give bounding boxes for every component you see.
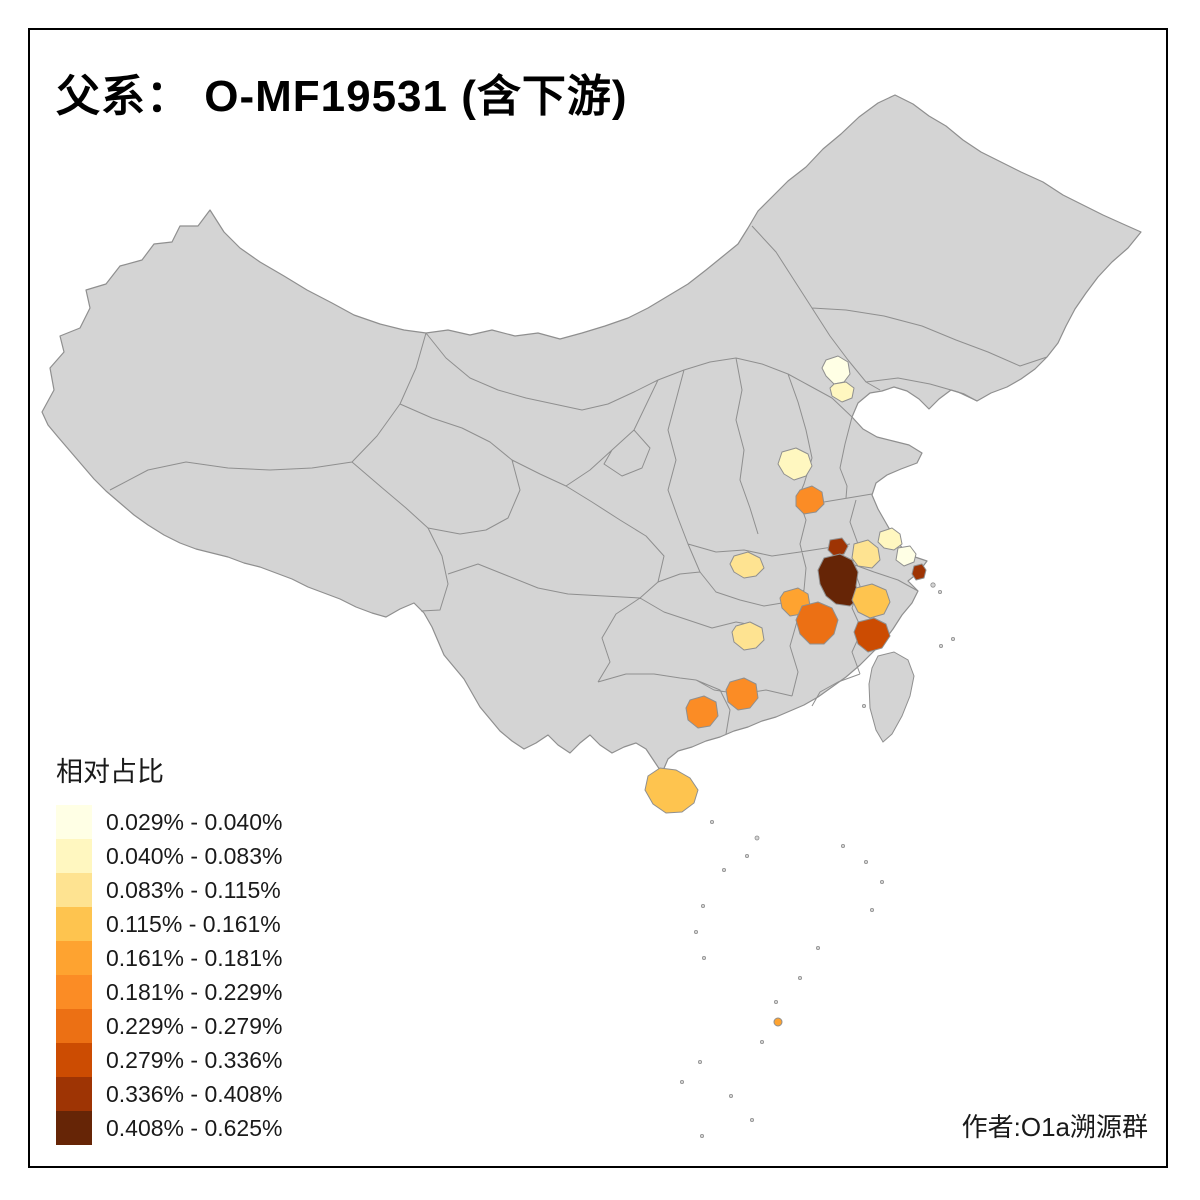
- page-title: 父系： O-MF19531 (含下游): [56, 72, 628, 121]
- legend-swatch: [56, 1077, 92, 1111]
- small-island: [701, 904, 706, 909]
- legend-swatch: [56, 941, 92, 975]
- taiwan-island: [868, 651, 915, 743]
- legend-range-label: 0.279% - 0.336%: [106, 1046, 283, 1073]
- small-island: [939, 644, 944, 649]
- small-island: [754, 835, 760, 841]
- small-island: [729, 1094, 734, 1099]
- small-island: [930, 582, 936, 588]
- legend-range-label: 0.408% - 0.625%: [106, 1114, 283, 1141]
- highlighted-region: [795, 485, 825, 515]
- legend-item: 0.181% - 0.229%: [56, 975, 282, 1009]
- highlighted-region: [777, 447, 813, 481]
- highlighted-region: [685, 695, 719, 729]
- small-island: [698, 1060, 703, 1065]
- small-island: [951, 637, 956, 642]
- small-island: [864, 860, 869, 865]
- small-island: [745, 854, 750, 859]
- legend-swatch: [56, 907, 92, 941]
- highlighted-region: [911, 563, 927, 581]
- small-island: [880, 880, 885, 885]
- legend-swatch: [56, 839, 92, 873]
- legend-item: 0.279% - 0.336%: [56, 1043, 282, 1077]
- highlighted-region: [725, 677, 759, 711]
- province-boundaries: [109, 225, 1048, 735]
- legend-title: 相对占比: [56, 757, 164, 787]
- legend-item: 0.336% - 0.408%: [56, 1077, 282, 1111]
- small-island: [870, 908, 875, 913]
- highlighted-region: [731, 621, 765, 651]
- highlighted-island-dot: [773, 1017, 783, 1027]
- attribution: 作者:O1a溯源群: [961, 1112, 1148, 1142]
- small-island: [710, 820, 715, 825]
- small-island: [722, 868, 727, 873]
- legend-item: 0.408% - 0.625%: [56, 1111, 282, 1145]
- small-island: [841, 844, 846, 849]
- legend-item: 0.161% - 0.181%: [56, 941, 282, 975]
- legend: 相对占比 0.029% - 0.040% 0.040% - 0.083% 0.083…: [56, 750, 282, 1145]
- small-island: [700, 1134, 705, 1139]
- legend-item: 0.083% - 0.115%: [56, 873, 282, 907]
- legend-swatch: [56, 873, 92, 907]
- highlighted-region: [853, 617, 891, 653]
- legend-swatch: [56, 1009, 92, 1043]
- small-island: [862, 704, 867, 709]
- highlighted-region: [851, 583, 891, 619]
- legend-range-label: 0.083% - 0.115%: [106, 876, 281, 903]
- small-island: [702, 956, 707, 961]
- highlighted-region: [729, 551, 765, 579]
- legend-range-label: 0.229% - 0.279%: [106, 1012, 283, 1039]
- highlighted-region: [851, 539, 881, 569]
- highlighted-region: [795, 601, 839, 645]
- small-island: [680, 1080, 685, 1085]
- highlighted-region: [877, 527, 903, 551]
- legend-item: 0.229% - 0.279%: [56, 1009, 282, 1043]
- legend-swatch: [56, 1043, 92, 1077]
- legend-range-label: 0.040% - 0.083%: [106, 842, 283, 869]
- highlighted-region: [829, 381, 855, 403]
- small-island: [774, 1000, 779, 1005]
- legend-range-label: 0.181% - 0.229%: [106, 978, 283, 1005]
- legend-swatch: [56, 975, 92, 1009]
- small-island: [938, 590, 943, 595]
- legend-range-label: 0.161% - 0.181%: [106, 944, 283, 971]
- legend-range-label: 0.029% - 0.040%: [106, 808, 283, 835]
- legend-range-label: 0.336% - 0.408%: [106, 1080, 283, 1107]
- hainan-island: [644, 767, 699, 814]
- small-island: [760, 1040, 765, 1045]
- highlighted-region: [895, 545, 917, 567]
- small-island: [816, 946, 821, 951]
- china-mainland: [41, 94, 1142, 774]
- small-islands: [680, 582, 956, 1139]
- highlighted-region: [827, 537, 849, 557]
- legend-range-label: 0.115% - 0.161%: [106, 910, 281, 937]
- legend-swatch: [56, 1111, 92, 1145]
- legend-swatch: [56, 805, 92, 839]
- small-island: [750, 1118, 755, 1123]
- legend-item: 0.029% - 0.040%: [56, 805, 282, 839]
- small-island: [694, 930, 699, 935]
- highlighted-regions: [685, 355, 927, 1027]
- legend-item: 0.115% - 0.161%: [56, 907, 282, 941]
- small-island: [798, 976, 803, 981]
- legend-item: 0.040% - 0.083%: [56, 839, 282, 873]
- legend-items: 0.029% - 0.040% 0.040% - 0.083% 0.083% - 0…: [56, 805, 282, 1145]
